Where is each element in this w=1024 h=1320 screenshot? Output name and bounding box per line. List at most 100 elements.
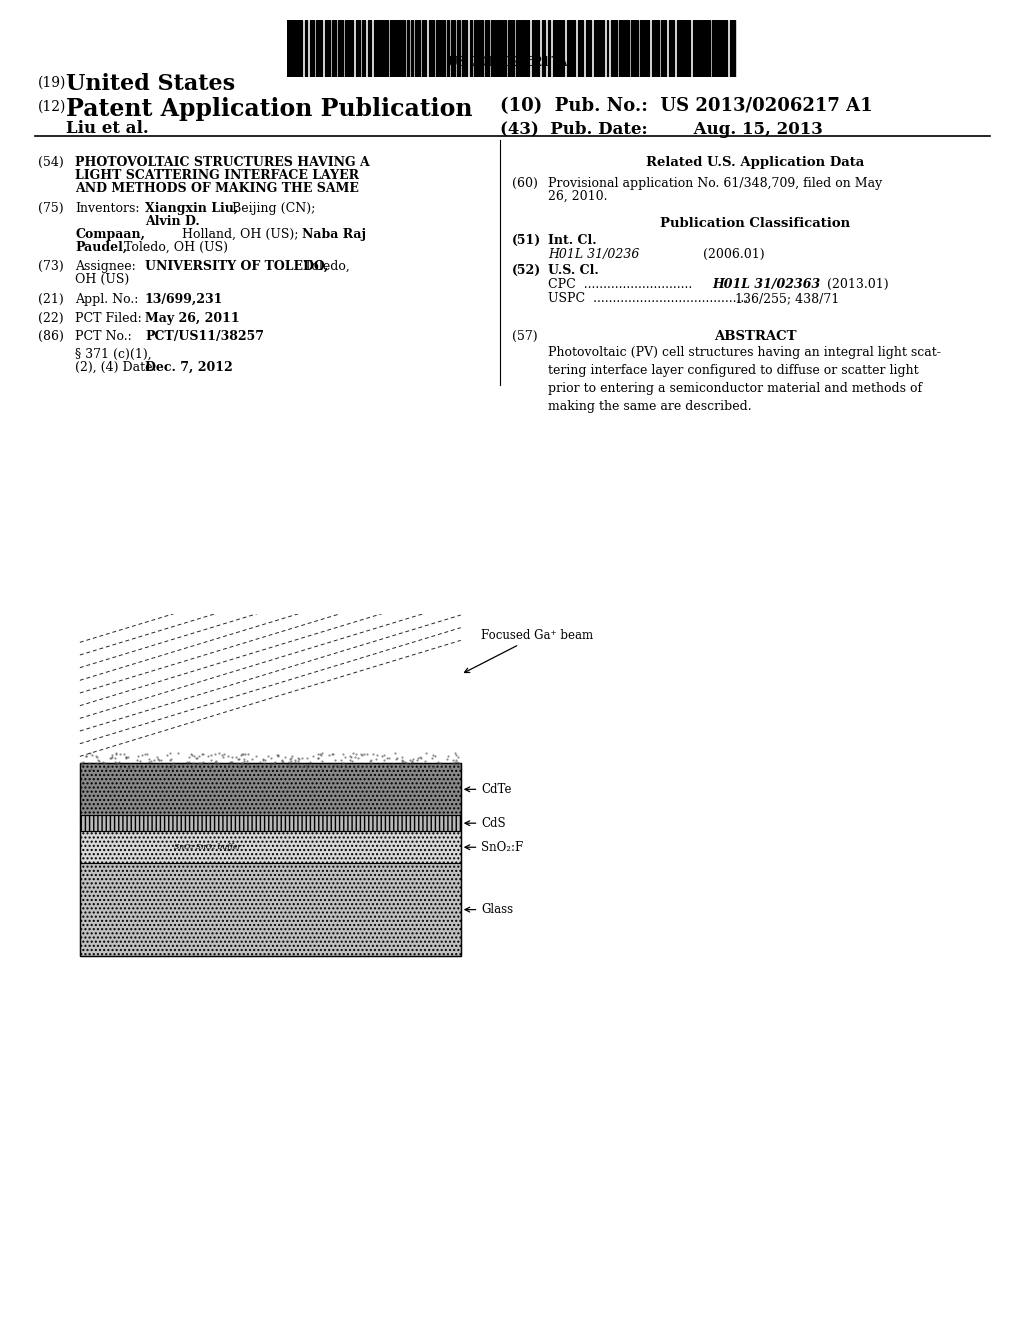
Bar [636, 20, 638, 77]
Point [441, 758, 458, 779]
Point [310, 747, 327, 768]
Point [335, 743, 351, 764]
Point [410, 747, 426, 768]
Point [214, 744, 230, 766]
Text: Xiangxin Liu,: Xiangxin Liu, [145, 202, 239, 215]
Point [344, 750, 360, 771]
Bar [325, 20, 330, 77]
Point [248, 746, 264, 767]
Text: Appl. No.:: Appl. No.: [75, 293, 138, 306]
Point [354, 744, 371, 766]
Bar [305, 20, 307, 77]
Point [319, 755, 336, 776]
Point [90, 754, 106, 775]
Text: (52): (52) [512, 264, 542, 277]
Bar [677, 20, 681, 77]
Bar [521, 20, 526, 77]
Point [236, 748, 252, 770]
Text: PCT/US11/38257: PCT/US11/38257 [145, 330, 264, 343]
Polygon shape [80, 832, 461, 863]
Point [387, 748, 403, 770]
Point [195, 743, 211, 764]
Point [164, 758, 180, 779]
Point [282, 748, 298, 770]
Bar [503, 20, 506, 77]
Point [263, 754, 280, 775]
Point [256, 750, 272, 771]
Point [256, 752, 272, 774]
Point [195, 743, 211, 764]
Point [392, 755, 409, 776]
Bar [384, 20, 388, 77]
Point [90, 750, 106, 771]
Bar [582, 20, 584, 77]
Point [246, 758, 262, 779]
Text: SnO₂ SnO₂ buffer: SnO₂ SnO₂ buffer [174, 843, 242, 851]
Point [186, 746, 203, 767]
Point [350, 754, 367, 775]
Point [437, 754, 454, 775]
Point [216, 743, 232, 764]
Point [290, 750, 306, 771]
Point [424, 747, 440, 768]
Point [223, 751, 240, 772]
Point [118, 747, 134, 768]
Point [380, 754, 396, 775]
Bar [497, 20, 502, 77]
Point [446, 752, 463, 774]
Point [78, 746, 94, 767]
Point [183, 744, 200, 766]
Bar [451, 20, 456, 77]
Bar [624, 20, 629, 77]
Point [403, 750, 420, 771]
Point [413, 747, 429, 768]
Point [452, 756, 468, 777]
Text: (19): (19) [38, 77, 67, 90]
Point [446, 743, 463, 764]
Text: Dec. 7, 2012: Dec. 7, 2012 [145, 360, 232, 374]
Point [183, 743, 200, 764]
Point [374, 746, 390, 767]
Point [267, 751, 284, 772]
Bar [374, 20, 379, 77]
Point [151, 754, 167, 775]
Point [83, 758, 99, 779]
Point [145, 750, 162, 771]
Point [404, 751, 421, 772]
Bar [422, 20, 426, 77]
Point [187, 754, 204, 775]
Point [223, 758, 240, 779]
Point [74, 754, 90, 775]
Text: OH (US): OH (US) [75, 273, 129, 286]
Bar [535, 20, 539, 77]
Bar [669, 20, 674, 77]
Text: U.S. Cl.: U.S. Cl. [548, 264, 599, 277]
Point [184, 752, 201, 774]
Point [239, 754, 255, 775]
Point [150, 756, 166, 777]
Point [167, 755, 183, 776]
Point [353, 743, 370, 764]
Point [101, 747, 118, 768]
Point [210, 754, 226, 775]
Point [120, 747, 136, 768]
Point [194, 752, 210, 774]
Point [282, 754, 298, 775]
Point [186, 756, 203, 777]
Text: Paudel,: Paudel, [75, 242, 127, 253]
Bar [557, 20, 561, 77]
Point [151, 750, 167, 771]
Point [90, 750, 106, 771]
Point [190, 752, 207, 774]
Point [233, 755, 250, 776]
Bar [356, 20, 359, 77]
Text: Inventors:: Inventors: [75, 202, 139, 215]
Point [342, 747, 358, 768]
Point [141, 748, 158, 770]
Point [313, 750, 330, 771]
Point [224, 746, 241, 767]
Point [357, 755, 374, 776]
Point [289, 754, 305, 775]
Point [263, 748, 280, 770]
Point [260, 746, 276, 767]
